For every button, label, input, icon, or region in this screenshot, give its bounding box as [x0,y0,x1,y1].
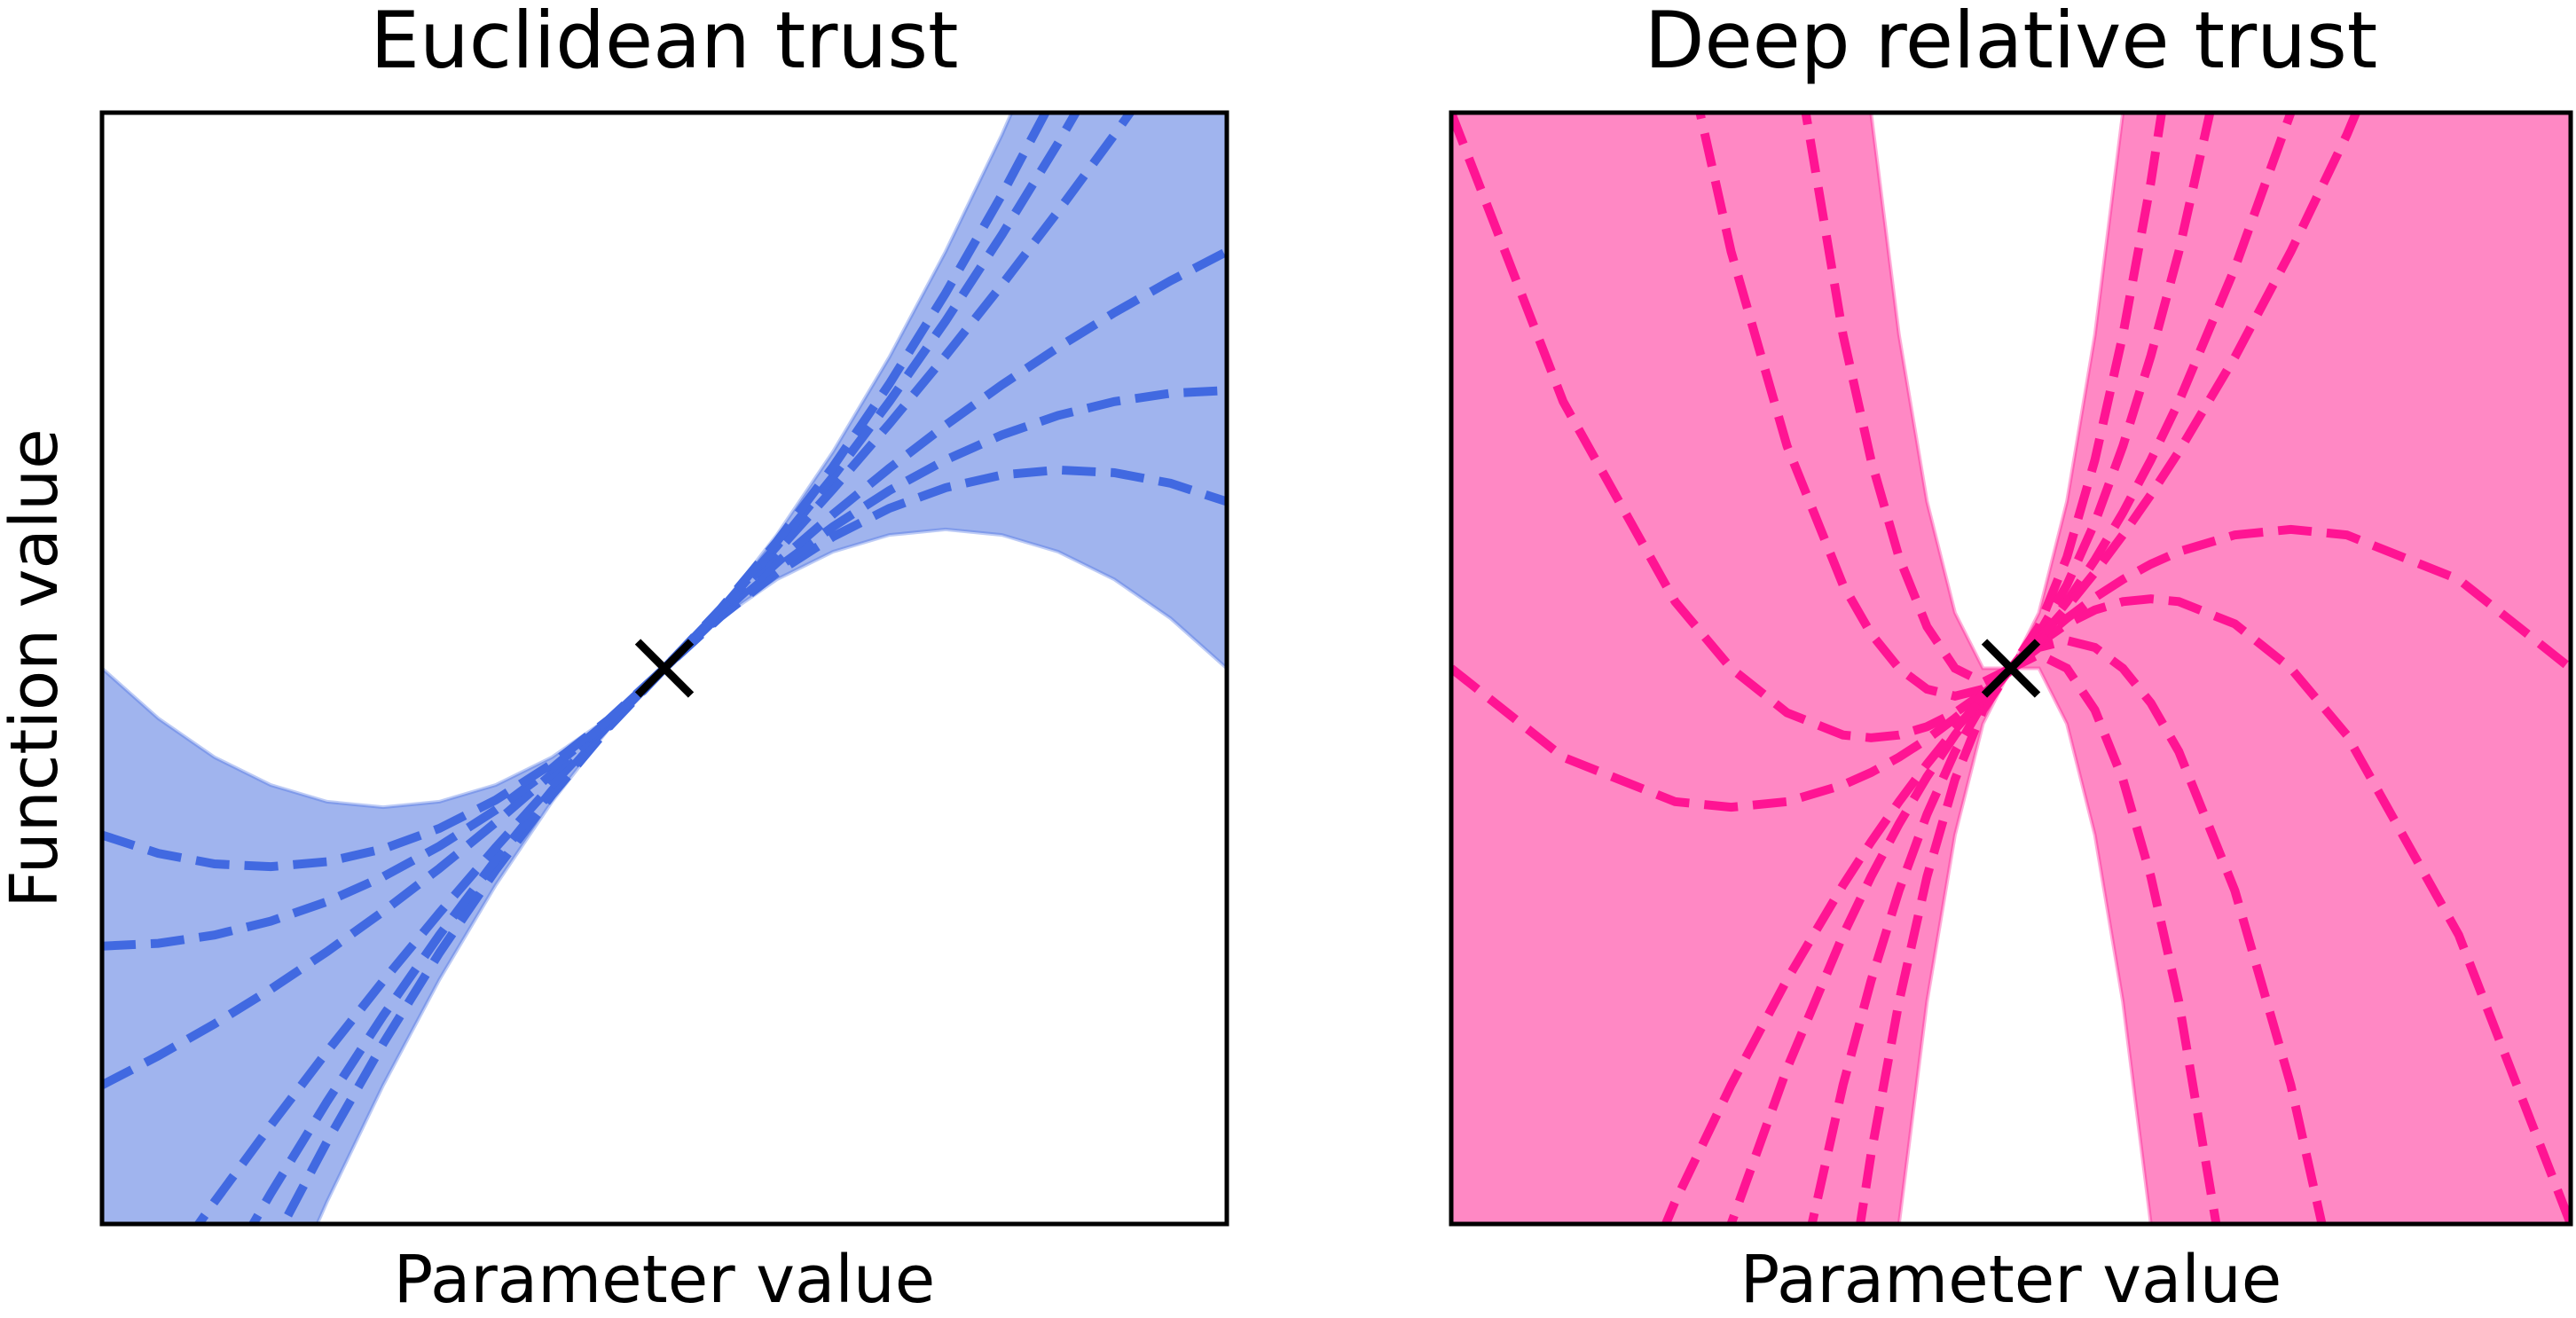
y-axis-label: Function value [0,428,73,907]
dashed-curve [1661,524,2571,1224]
axes-frame [99,110,1229,1227]
center-marker [1981,639,2041,698]
center-marker [634,639,695,698]
dashed-curve [102,113,1051,872]
axes-frame [1449,110,2573,1227]
trust-band [1451,113,2571,1224]
panel-title: Deep relative trust [1645,0,2378,86]
x-axis-label: Parameter value [1740,1242,2282,1318]
plot-area [102,113,1227,1224]
x-axis-label: Parameter value [394,1242,936,1318]
plot-area [1451,113,2571,1224]
panel-title: Euclidean trust [370,0,958,86]
